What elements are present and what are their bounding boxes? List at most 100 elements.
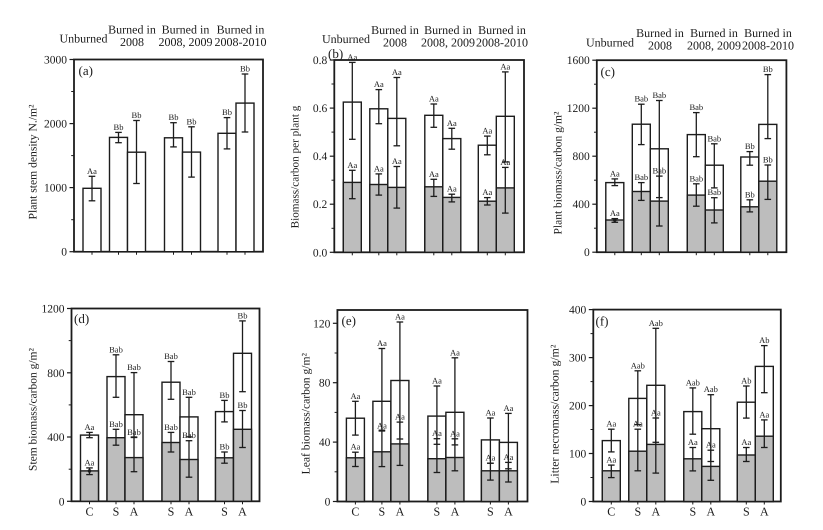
svg-text:Aa: Aa xyxy=(606,455,616,465)
svg-text:Aa: Aa xyxy=(432,376,442,386)
svg-text:Bb: Bb xyxy=(169,112,179,122)
svg-text:1000: 1000 xyxy=(44,183,67,195)
svg-text:2008: 2008 xyxy=(383,36,407,50)
svg-text:Aa: Aa xyxy=(429,169,439,179)
svg-text:Stem biomass/carbon g/m²: Stem biomass/carbon g/m² xyxy=(28,347,40,470)
svg-text:Bab: Bab xyxy=(652,90,666,100)
svg-text:0: 0 xyxy=(61,247,67,259)
svg-text:Bb: Bb xyxy=(745,141,755,151)
svg-text:Bab: Bab xyxy=(182,430,196,440)
svg-text:0: 0 xyxy=(581,497,587,509)
svg-text:Aab: Aab xyxy=(686,377,700,387)
svg-text:2008: 2008 xyxy=(648,39,672,53)
svg-text:2008-2010: 2008-2010 xyxy=(476,36,528,50)
svg-text:Aa: Aa xyxy=(500,61,510,71)
svg-text:2008: 2008 xyxy=(120,35,144,49)
svg-text:Litter necromass/carbon g/m²: Litter necromass/carbon g/m² xyxy=(548,344,562,484)
svg-text:800: 800 xyxy=(47,368,65,380)
svg-text:Aa: Aa xyxy=(392,67,402,77)
svg-text:Bb: Bb xyxy=(220,390,230,400)
svg-text:Aa: Aa xyxy=(447,184,457,194)
svg-text:Burned in: Burned in xyxy=(424,23,472,37)
svg-text:0.6: 0.6 xyxy=(313,103,328,115)
svg-text:Aa: Aa xyxy=(429,94,439,104)
svg-text:400: 400 xyxy=(573,199,591,211)
svg-text:2008, 2009: 2008, 2009 xyxy=(687,39,741,53)
svg-text:2008-2010: 2008-2010 xyxy=(215,35,267,49)
svg-text:0: 0 xyxy=(325,497,331,509)
svg-text:Bb: Bb xyxy=(132,110,142,120)
svg-text:400: 400 xyxy=(47,432,65,444)
svg-text:A: A xyxy=(130,504,139,518)
svg-text:Aa: Aa xyxy=(377,338,387,348)
svg-text:A: A xyxy=(651,505,660,519)
svg-text:0.4: 0.4 xyxy=(313,151,328,163)
svg-text:C: C xyxy=(85,504,93,518)
svg-text:Bb: Bb xyxy=(222,107,232,117)
svg-text:Aa: Aa xyxy=(87,166,97,176)
svg-text:Burned in: Burned in xyxy=(744,26,792,40)
svg-text:Bab: Bab xyxy=(182,387,196,397)
svg-text:(c): (c) xyxy=(601,64,615,79)
svg-text:Aa: Aa xyxy=(482,126,492,136)
svg-text:Bb: Bb xyxy=(240,64,250,74)
svg-text:Ab: Ab xyxy=(759,335,769,345)
svg-text:Aa: Aa xyxy=(374,79,384,89)
svg-text:40: 40 xyxy=(319,437,331,449)
svg-text:A: A xyxy=(706,505,715,519)
svg-text:Bb: Bb xyxy=(763,64,773,74)
svg-text:Aa: Aa xyxy=(395,412,405,422)
svg-text:(e): (e) xyxy=(342,313,356,328)
svg-text:Aa: Aa xyxy=(85,457,95,467)
svg-text:(a): (a) xyxy=(79,63,93,78)
svg-text:A: A xyxy=(185,504,194,518)
svg-text:Aa: Aa xyxy=(347,52,357,62)
svg-text:Bb: Bb xyxy=(763,155,773,165)
svg-text:Bab: Bab xyxy=(109,419,123,429)
svg-text:Bab: Bab xyxy=(109,344,123,354)
svg-text:Aa: Aa xyxy=(450,347,460,357)
svg-text:100: 100 xyxy=(569,449,587,461)
svg-text:(b): (b) xyxy=(328,46,343,61)
svg-text:Aab: Aab xyxy=(649,318,663,328)
svg-text:Bab: Bab xyxy=(164,351,178,361)
svg-text:Aa: Aa xyxy=(485,408,495,418)
svg-text:Aa: Aa xyxy=(377,421,387,431)
svg-text:Plant biomass/carbon g/m²: Plant biomass/carbon g/m² xyxy=(553,111,565,234)
svg-text:(d): (d) xyxy=(74,311,89,326)
svg-text:Aa: Aa xyxy=(350,391,360,401)
svg-text:Aa: Aa xyxy=(706,440,716,450)
svg-text:Aa: Aa xyxy=(503,452,513,462)
svg-text:Bb: Bb xyxy=(114,122,124,132)
svg-text:A: A xyxy=(396,505,405,519)
svg-text:Aa: Aa xyxy=(350,442,360,452)
svg-text:Burned in: Burned in xyxy=(478,23,526,37)
svg-text:Burned in: Burned in xyxy=(162,23,210,37)
svg-text:Burned in: Burned in xyxy=(690,26,738,40)
svg-text:0.2: 0.2 xyxy=(313,199,328,211)
svg-text:0: 0 xyxy=(59,496,65,508)
svg-text:1600: 1600 xyxy=(567,55,590,67)
svg-text:0: 0 xyxy=(584,247,590,259)
svg-text:S: S xyxy=(689,505,696,519)
svg-text:300: 300 xyxy=(569,353,587,365)
svg-text:0.0: 0.0 xyxy=(313,247,328,259)
svg-text:S: S xyxy=(634,505,641,519)
svg-text:Burned in: Burned in xyxy=(371,23,419,37)
svg-text:0.8: 0.8 xyxy=(313,55,328,67)
svg-text:200: 200 xyxy=(569,401,587,413)
svg-text:Burned in: Burned in xyxy=(217,23,265,37)
svg-text:1200: 1200 xyxy=(42,304,65,316)
svg-text:Aa: Aa xyxy=(447,118,457,128)
svg-text:Biomass/carbon per plant g: Biomass/carbon per plant g xyxy=(290,105,302,228)
svg-text:Unburned: Unburned xyxy=(322,32,370,46)
svg-text:Aa: Aa xyxy=(610,168,620,178)
svg-text:Bab: Bab xyxy=(127,427,141,437)
svg-text:Unburned: Unburned xyxy=(586,36,634,50)
svg-text:Bb: Bb xyxy=(238,310,248,320)
svg-text:Aa: Aa xyxy=(503,403,513,413)
svg-text:Aa: Aa xyxy=(741,437,751,447)
svg-text:Aa: Aa xyxy=(610,208,620,218)
svg-text:S: S xyxy=(487,505,494,519)
svg-text:2000: 2000 xyxy=(44,119,67,131)
